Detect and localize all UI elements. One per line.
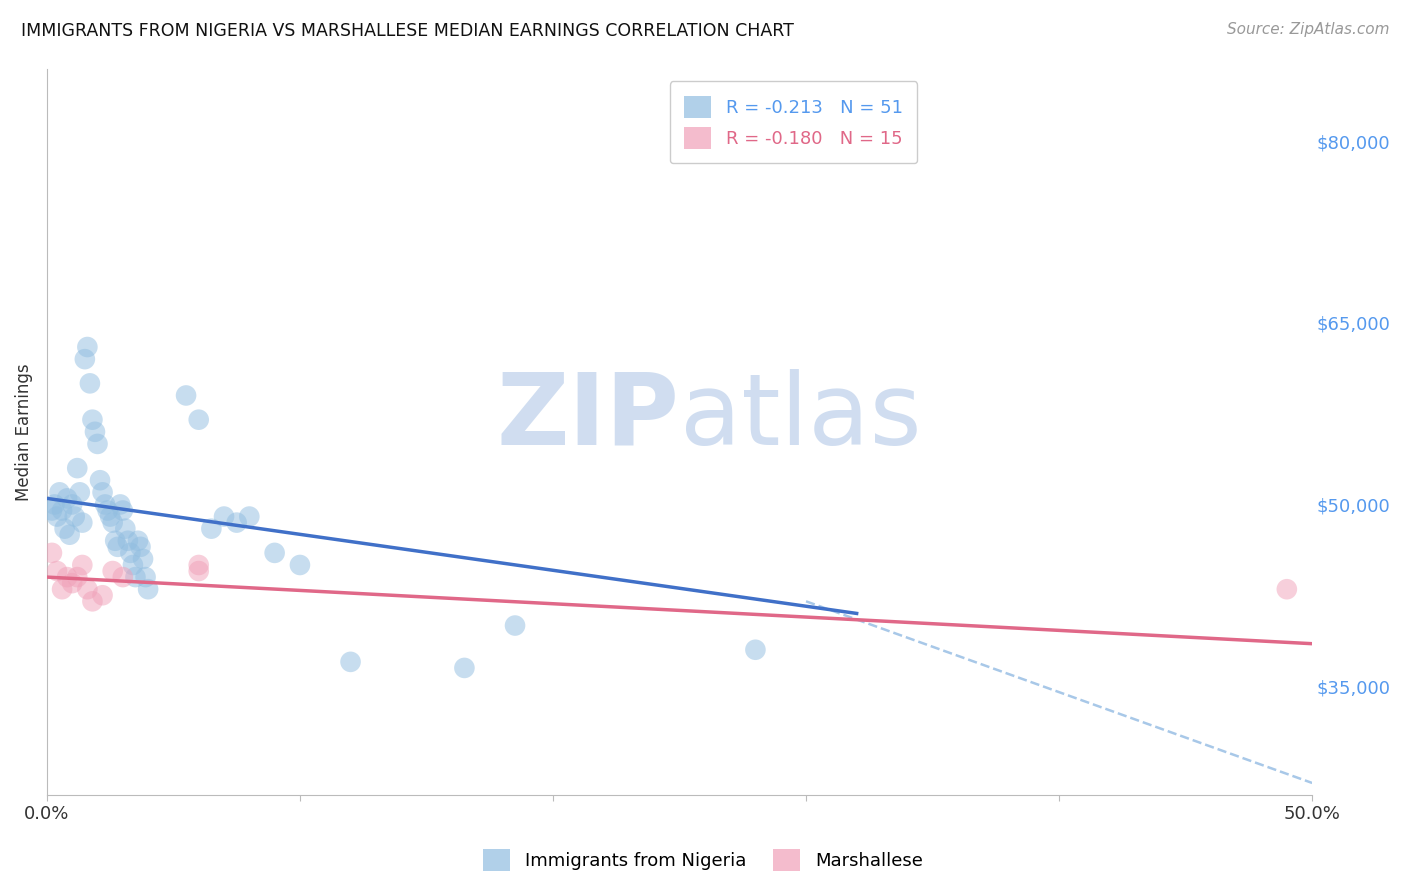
Point xyxy=(187,412,209,426)
Point xyxy=(453,661,475,675)
Point xyxy=(60,576,83,591)
Point xyxy=(263,546,285,560)
Point xyxy=(82,412,104,426)
Text: IMMIGRANTS FROM NIGERIA VS MARSHALLESE MEDIAN EARNINGS CORRELATION CHART: IMMIGRANTS FROM NIGERIA VS MARSHALLESE M… xyxy=(21,22,794,40)
Point xyxy=(111,570,134,584)
Legend: R = -0.213   N = 51, R = -0.180   N = 15: R = -0.213 N = 51, R = -0.180 N = 15 xyxy=(669,81,917,163)
Point xyxy=(63,509,86,524)
Point xyxy=(84,425,107,439)
Point xyxy=(76,340,98,354)
Point xyxy=(56,491,79,506)
Point xyxy=(69,485,91,500)
Point xyxy=(127,533,149,548)
Point xyxy=(136,582,159,597)
Point xyxy=(44,498,66,512)
Point xyxy=(187,558,209,572)
Point xyxy=(66,461,89,475)
Point xyxy=(97,503,120,517)
Point xyxy=(117,533,139,548)
Point xyxy=(122,558,145,572)
Point xyxy=(288,558,311,572)
Text: Source: ZipAtlas.com: Source: ZipAtlas.com xyxy=(1226,22,1389,37)
Legend: Immigrants from Nigeria, Marshallese: Immigrants from Nigeria, Marshallese xyxy=(477,842,929,879)
Point xyxy=(225,516,247,530)
Point xyxy=(66,570,89,584)
Point xyxy=(91,485,114,500)
Point xyxy=(46,564,69,578)
Point xyxy=(135,570,157,584)
Point xyxy=(91,588,114,602)
Point xyxy=(73,352,96,367)
Point xyxy=(101,564,124,578)
Point xyxy=(212,509,235,524)
Point xyxy=(104,533,127,548)
Point xyxy=(114,522,136,536)
Point xyxy=(107,540,129,554)
Point xyxy=(503,618,526,632)
Point xyxy=(129,540,152,554)
Point xyxy=(1275,582,1298,597)
Point xyxy=(46,509,69,524)
Point xyxy=(110,498,132,512)
Point xyxy=(86,437,108,451)
Point xyxy=(339,655,361,669)
Point xyxy=(79,376,101,391)
Point xyxy=(124,570,146,584)
Point xyxy=(744,642,766,657)
Y-axis label: Median Earnings: Median Earnings xyxy=(15,363,32,500)
Point xyxy=(53,522,76,536)
Point xyxy=(82,594,104,608)
Point xyxy=(101,516,124,530)
Point xyxy=(200,522,222,536)
Point xyxy=(48,485,70,500)
Point xyxy=(174,388,197,402)
Point xyxy=(120,546,142,560)
Point xyxy=(41,546,63,560)
Point xyxy=(51,582,73,597)
Point xyxy=(51,503,73,517)
Point xyxy=(238,509,260,524)
Point xyxy=(41,503,63,517)
Point xyxy=(94,498,117,512)
Point xyxy=(89,473,111,487)
Point xyxy=(187,564,209,578)
Point xyxy=(72,558,94,572)
Point xyxy=(111,503,134,517)
Text: ZIP: ZIP xyxy=(496,368,679,466)
Point xyxy=(60,498,83,512)
Text: atlas: atlas xyxy=(679,368,921,466)
Point xyxy=(132,552,155,566)
Point xyxy=(59,527,82,541)
Point xyxy=(76,582,98,597)
Point xyxy=(72,516,94,530)
Point xyxy=(56,570,79,584)
Point xyxy=(98,509,121,524)
